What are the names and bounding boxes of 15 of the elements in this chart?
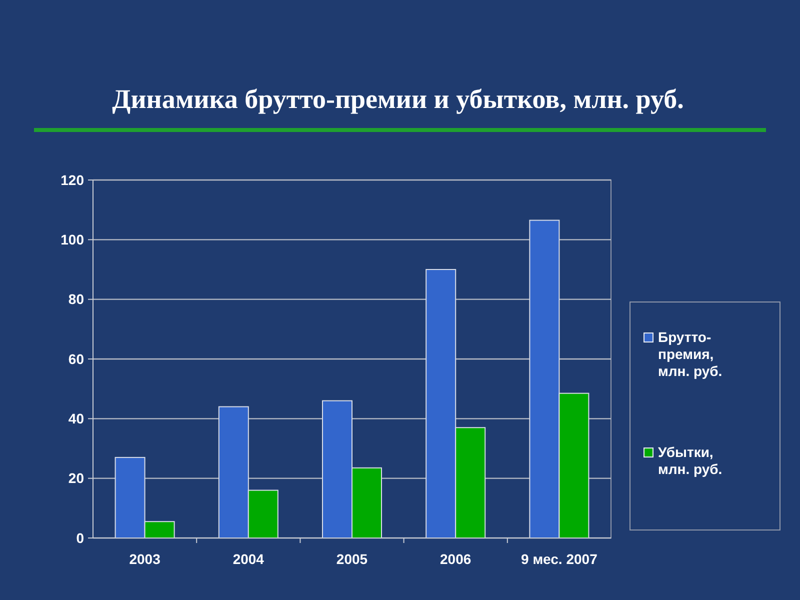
x-tick-label: 2004 <box>232 551 264 567</box>
y-tick-label: 0 <box>76 530 84 546</box>
legend-label: Убытки, млн. руб. <box>658 444 722 477</box>
legend-label: Брутто-премия, млн. руб. <box>658 329 722 379</box>
x-tick-label: 2005 <box>336 551 368 567</box>
x-tick-label: 2003 <box>129 551 161 567</box>
chart-title: Динамика брутто-премии и убытков, млн. руб. <box>112 84 684 114</box>
y-tick-label: 20 <box>68 470 84 486</box>
y-tick-label: 40 <box>68 410 84 427</box>
y-tick-label: 80 <box>68 291 84 308</box>
y-tick-label: 60 <box>68 350 84 367</box>
y-tick-label: 120 <box>60 172 84 188</box>
y-tick-label: 100 <box>60 232 84 248</box>
x-tick-label: 9 мес. 2007 <box>521 551 598 567</box>
x-tick-label: 2006 <box>440 551 472 567</box>
